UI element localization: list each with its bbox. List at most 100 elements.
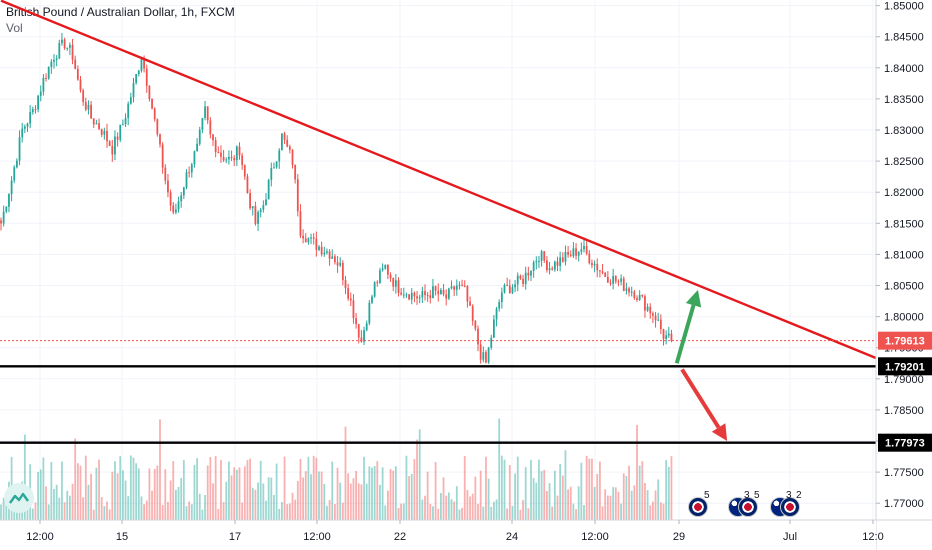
- volume-bar: [352, 478, 355, 520]
- candle-body: [503, 284, 506, 293]
- volume-bar: [50, 462, 53, 520]
- price-tick-label: 1.80000: [884, 312, 924, 324]
- candle-body: [532, 262, 535, 271]
- price-tag-label: 1.79201: [885, 361, 925, 373]
- time-tick-label: Jul: [783, 531, 797, 543]
- volume-bar: [336, 467, 339, 520]
- uk-flag-icon[interactable]: [738, 497, 758, 517]
- time-tick-label: 17: [229, 531, 241, 543]
- volume-bar: [500, 455, 503, 520]
- volume-bar: [508, 465, 511, 520]
- volume-bar: [548, 483, 551, 520]
- volume-bar: [442, 477, 445, 520]
- event-count: 3: [744, 490, 750, 501]
- candle-body: [16, 160, 18, 168]
- candle-body: [341, 262, 344, 281]
- volume-bar: [198, 493, 201, 520]
- candle-body: [495, 308, 498, 320]
- event-count: 5: [704, 490, 710, 501]
- candle-body: [328, 251, 331, 259]
- candle-body: [95, 123, 98, 125]
- candle-body: [553, 261, 556, 270]
- price-tick-label: 1.85000: [884, 1, 924, 13]
- volume-bar: [196, 458, 198, 520]
- event-count: 2: [796, 490, 802, 501]
- time-axis[interactable]: 12:00 15 17 12:00 22 24 12:00 29 Jul 12:0: [0, 519, 932, 550]
- candle-body: [572, 248, 575, 256]
- candle-body: [26, 123, 29, 127]
- volume-bar: [172, 461, 175, 520]
- volume-bars: [0, 418, 673, 520]
- volume-bar: [349, 483, 352, 520]
- volume-bar: [164, 469, 167, 520]
- candle-body: [410, 292, 413, 300]
- candle-body: [485, 352, 487, 363]
- candle-body: [251, 206, 254, 209]
- candle-body: [606, 276, 609, 283]
- candle-body: [461, 284, 463, 286]
- volume-bar: [339, 482, 342, 520]
- candle-body: [508, 285, 511, 294]
- volume-bar: [591, 458, 593, 520]
- candle-body: [169, 192, 172, 206]
- candle-body: [434, 286, 437, 291]
- volume-bar: [323, 483, 326, 520]
- volume-bar: [633, 485, 636, 520]
- price-tick-label: 1.77500: [884, 467, 924, 479]
- arrow-up-shaft: [674, 304, 696, 364]
- candle-body: [164, 167, 167, 181]
- volume-bar: [564, 450, 567, 520]
- volume-bar: [326, 505, 328, 520]
- tradingview-logo-icon[interactable]: [4, 483, 34, 513]
- candle-body: [397, 280, 400, 293]
- level-price-tag: [878, 357, 932, 376]
- volume-bar: [82, 497, 85, 520]
- candle-body: [312, 237, 315, 239]
- uk-flag-icon[interactable]: [688, 497, 708, 517]
- volume-bar: [551, 506, 554, 520]
- volume-bar: [177, 486, 180, 520]
- volume-bar: [429, 503, 432, 520]
- volume-bar: [527, 508, 530, 520]
- volume-bar: [376, 461, 379, 520]
- candle-body: [344, 280, 347, 289]
- grid-lines: [0, 0, 876, 520]
- price-axis[interactable]: 1.770001.775001.780001.785001.790001.795…: [875, 0, 932, 550]
- volume-bar: [556, 495, 559, 520]
- volume-bar: [638, 465, 641, 520]
- time-tick-label: 12:00: [303, 531, 331, 543]
- volume-bar: [243, 466, 246, 520]
- volume-bar: [540, 471, 543, 520]
- candle-body: [432, 286, 434, 299]
- candle-body: [212, 134, 214, 141]
- volume-bar: [667, 466, 670, 520]
- volume-bar: [31, 508, 34, 520]
- candle-body: [593, 263, 596, 266]
- time-tick-label: 12:00: [26, 531, 54, 543]
- candle-body: [331, 256, 334, 259]
- volume-bar: [222, 502, 225, 520]
- volume-bar: [320, 471, 323, 520]
- volume-bar: [402, 503, 405, 520]
- candle-body: [561, 257, 564, 262]
- uk-flag-icon[interactable]: [780, 497, 800, 517]
- drawings[interactable]: [0, 0, 890, 444]
- volume-bar: [604, 489, 607, 520]
- candle-body: [620, 278, 622, 282]
- candle-body: [511, 287, 514, 294]
- candle-body: [294, 164, 297, 180]
- volume-bar: [230, 475, 233, 520]
- volume-bar: [214, 456, 217, 520]
- volume-bar: [238, 467, 241, 520]
- candle-body: [156, 119, 159, 135]
- time-tick-label: 15: [116, 531, 128, 543]
- candle-body: [79, 79, 82, 91]
- price-tag-label: 1.77973: [885, 438, 925, 450]
- volume-bar: [569, 486, 572, 520]
- candle-body: [522, 278, 524, 285]
- volume-bar: [2, 497, 5, 520]
- candle-body: [119, 124, 122, 140]
- volume-bar: [485, 456, 487, 520]
